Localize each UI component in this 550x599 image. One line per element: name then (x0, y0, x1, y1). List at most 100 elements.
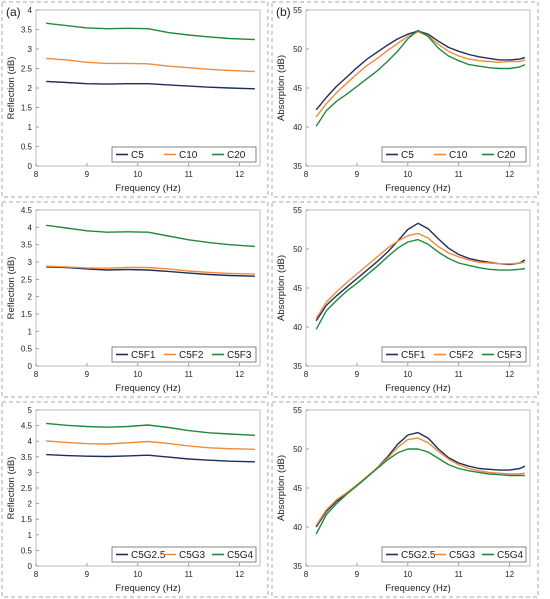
legend-box (111, 546, 257, 563)
series-line-c5f3 (315, 238, 526, 330)
panel-frame (271, 1, 539, 198)
y-tick-label: 0 (28, 562, 33, 571)
x-tick-label: 12 (235, 570, 244, 579)
legend-box (381, 546, 527, 563)
legend-label: C5F3 (227, 350, 252, 361)
y-tick-label: 3.5 (21, 453, 33, 462)
series-line-c5f3 (46, 224, 255, 248)
y-tick-label: 1 (28, 123, 33, 132)
x-tick-label: 9 (85, 570, 90, 579)
legend-label: C5G2.5 (131, 550, 166, 561)
x-tick-label: 9 (355, 370, 360, 379)
y-tick-label: 1.5 (21, 104, 33, 113)
legend-label: C5 (401, 150, 414, 161)
series-line-c5 (46, 80, 255, 90)
x-tick-label: 10 (403, 570, 412, 579)
series-line-c5g2-5 (315, 431, 526, 528)
y-tick-label: 2.5 (21, 65, 33, 74)
y-tick-label: 4 (28, 223, 33, 232)
x-axis-label: Frequency (Hz) (115, 183, 180, 194)
legend-label: C5F1 (401, 350, 426, 361)
y-tick-label: 1.5 (21, 310, 33, 319)
series-line-c5f1 (315, 222, 526, 322)
series-line-c5 (315, 30, 526, 111)
y-tick-label: 2.5 (21, 275, 33, 284)
y-tick-label: 4.5 (21, 206, 33, 215)
x-tick-label: 12 (505, 370, 514, 379)
y-tick-label: 4.5 (21, 422, 33, 431)
panel-label-a: (a) (6, 5, 21, 19)
x-tick-label: 10 (403, 170, 412, 179)
x-tick-label: 11 (455, 170, 464, 179)
panel-frame (271, 201, 539, 398)
y-tick-label: 1 (28, 531, 33, 540)
plot-area (305, 409, 531, 567)
legend-box (111, 346, 257, 363)
x-tick-label: 8 (34, 370, 39, 379)
x-axis-label: Frequency (Hz) (115, 583, 180, 594)
x-tick-label: 8 (304, 570, 309, 579)
y-tick-label: 35 (293, 362, 302, 371)
legend: C5F1 C5F2 C5F3 (111, 346, 257, 363)
x-tick-label: 10 (403, 370, 412, 379)
y-axis-label: Reflection (dB) (6, 57, 17, 120)
y-axis-label: Reflection (dB) (6, 457, 17, 520)
plot-area (305, 9, 531, 167)
y-tick-label: 2 (28, 84, 33, 93)
chart-absorption-c: 35 40 45 50 55 8 9 10 11 12 Frequency (Hz) Absorpti… (276, 6, 531, 194)
y-tick-label: 40 (293, 123, 302, 132)
series-line-c5g4 (46, 422, 255, 436)
y-tick-label: 0.5 (21, 345, 33, 354)
chart-reflection-f: 0 0.5 1 1.5 2 2.5 3 3.5 4 4.5 8 9 10 11 12 Frequency (H… (6, 206, 261, 394)
x-tick-label: 8 (34, 570, 39, 579)
chart-absorption-g: 35 40 45 50 55 8 9 10 11 12 Frequency (Hz) Absorpti… (276, 406, 531, 594)
y-axis-label: Reflection (dB) (6, 257, 17, 320)
series-line-c5g4 (315, 448, 525, 535)
series-line-c5f2 (315, 232, 525, 319)
legend-label: C5F3 (497, 350, 522, 361)
legend-label: C5F2 (179, 350, 204, 361)
y-tick-label: 3 (28, 258, 33, 267)
y-tick-label: 1.5 (21, 515, 33, 524)
y-tick-label: 50 (293, 245, 302, 254)
series-line-c5g2-5 (46, 453, 255, 463)
y-tick-label: 35 (293, 162, 302, 171)
y-tick-label: 45 (293, 284, 302, 293)
legend-label: C5 (131, 150, 144, 161)
chart-reflection-c: 0 0.5 1 1.5 2 2.5 3 3.5 4 8 9 10 11 12 Frequency (Hz) R… (6, 6, 261, 194)
legend-label: C5G3 (449, 550, 476, 561)
panel-label-b: (b) (276, 5, 291, 19)
legend-box (381, 146, 527, 163)
y-tick-label: 2 (28, 500, 33, 509)
legend-label: C20 (497, 150, 516, 161)
y-tick-label: 50 (293, 45, 302, 54)
y-tick-label: 0.5 (21, 546, 33, 555)
panel-frame (1, 401, 269, 598)
legend-label: C5F2 (449, 350, 474, 361)
x-tick-label: 11 (185, 370, 194, 379)
x-tick-label: 9 (355, 570, 360, 579)
y-tick-label: 50 (293, 445, 302, 454)
y-tick-label: 45 (293, 84, 302, 93)
series-line-c5f1 (46, 266, 255, 277)
plot-area (35, 209, 261, 367)
series-line-c5g3 (46, 440, 255, 450)
x-tick-label: 9 (355, 170, 360, 179)
x-axis-label: Frequency (Hz) (115, 383, 180, 394)
y-tick-label: 40 (293, 523, 302, 532)
y-tick-label: 3.5 (21, 26, 33, 35)
series-line-c20 (315, 29, 526, 127)
legend-box (381, 346, 527, 363)
y-tick-label: 55 (293, 406, 302, 415)
x-axis-label: Frequency (Hz) (385, 183, 450, 194)
legend-label: C10 (179, 150, 198, 161)
panel-frame (1, 201, 269, 398)
x-tick-label: 11 (185, 170, 194, 179)
legend-label: C5F1 (131, 350, 156, 361)
y-tick-label: 0.5 (21, 143, 33, 152)
legend-label: C5G3 (179, 550, 206, 561)
series-line-c10 (46, 57, 255, 73)
y-tick-label: 1 (28, 327, 33, 336)
